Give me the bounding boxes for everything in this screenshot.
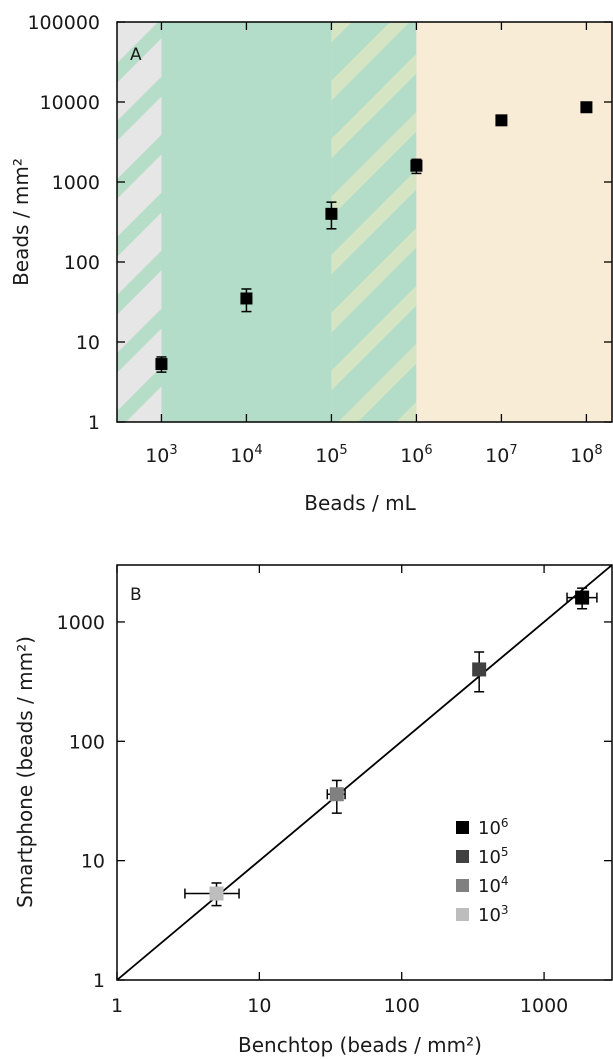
data-point: [325, 201, 338, 230]
axis-ticks: 103 104 105 106 107 108 1 10 100 1000 10000 100000: [27, 12, 612, 467]
x-tick-label: 100: [384, 995, 420, 1017]
y-axis-label: Beads / mm²: [9, 158, 33, 286]
data-points: [155, 101, 593, 373]
data-points: [184, 587, 598, 907]
x-axis-label: Benchtop (beads / mm²): [238, 1033, 482, 1057]
hatch-stripe: [331, 111, 417, 217]
y-axis-label: Smartphone (beads / mm²): [13, 636, 37, 908]
y-tick-label: 100000: [27, 12, 100, 34]
plot-frame: [116, 21, 613, 423]
data-point: [155, 356, 168, 373]
marker: [472, 662, 487, 677]
data-point: [580, 101, 593, 114]
chart-panel-b: 1 10 100 1000 1 10 100 1000 106 105 104 103 B Benc…: [13, 564, 613, 1057]
hatch-stripe: [117, 134, 162, 199]
y-tick-label: 10: [81, 851, 105, 873]
legend-entry: 106: [456, 816, 509, 839]
background-region: [161, 22, 332, 422]
y-tick-label: 100: [64, 252, 100, 274]
marker: [329, 787, 344, 802]
legend-swatch: [456, 821, 469, 834]
marker: [575, 590, 590, 605]
data-point: [472, 651, 487, 693]
legend-label: 104: [478, 874, 509, 897]
background-regions: [117, 22, 612, 422]
marker: [155, 358, 168, 371]
legend-swatch: [456, 879, 469, 892]
marker: [495, 114, 508, 127]
reference-line: [117, 565, 612, 980]
y-tick-label: 1000: [57, 612, 105, 634]
axis-ticks: 1 10 100 1000 1 10 100 1000: [57, 565, 612, 1017]
x-tick-label: 108: [570, 443, 602, 467]
data-point: [240, 288, 253, 313]
x-tick-label: 107: [485, 443, 517, 467]
marker: [325, 207, 338, 220]
legend-entry: 105: [456, 845, 509, 868]
panel-label: A: [130, 45, 142, 65]
x-tick-label: 103: [145, 443, 177, 467]
y-tick-label: 1000: [52, 172, 100, 194]
legend-label: 105: [478, 845, 509, 868]
legend: 106 105 104 103: [456, 816, 509, 926]
data-point: [495, 114, 508, 127]
y-tick-label: 10: [76, 332, 100, 354]
marker: [410, 159, 423, 172]
y-tick-label: 1: [93, 970, 105, 992]
legend-swatch: [456, 850, 469, 863]
legend-entry: 104: [456, 874, 509, 897]
legend-swatch: [456, 908, 469, 921]
data-point: [566, 587, 598, 610]
marker: [580, 101, 593, 114]
data-point: [410, 158, 423, 175]
legend-entry: 103: [456, 903, 509, 926]
plot-frame: [116, 564, 613, 981]
background-region: [416, 22, 612, 422]
data-point: [326, 779, 346, 814]
legend-label: 103: [478, 903, 509, 926]
y-tick-label: 1: [88, 412, 100, 434]
legend-label: 106: [478, 816, 509, 839]
panel-label: B: [130, 585, 142, 605]
marker: [240, 292, 253, 305]
identity-line: [117, 565, 612, 980]
y-tick-label: 10000: [40, 92, 100, 114]
data-point: [184, 882, 240, 907]
x-tick-label: 10: [247, 995, 271, 1017]
hatch-stripe: [331, 169, 417, 275]
x-tick-label: 105: [315, 443, 347, 467]
x-tick-label: 106: [400, 443, 432, 467]
x-tick-label: 1: [111, 995, 123, 1017]
x-tick-label: 104: [230, 443, 262, 467]
x-tick-label: 1000: [520, 995, 568, 1017]
y-tick-label: 100: [69, 731, 105, 753]
x-axis-label: Beads / mL: [304, 491, 416, 515]
marker: [209, 886, 224, 901]
